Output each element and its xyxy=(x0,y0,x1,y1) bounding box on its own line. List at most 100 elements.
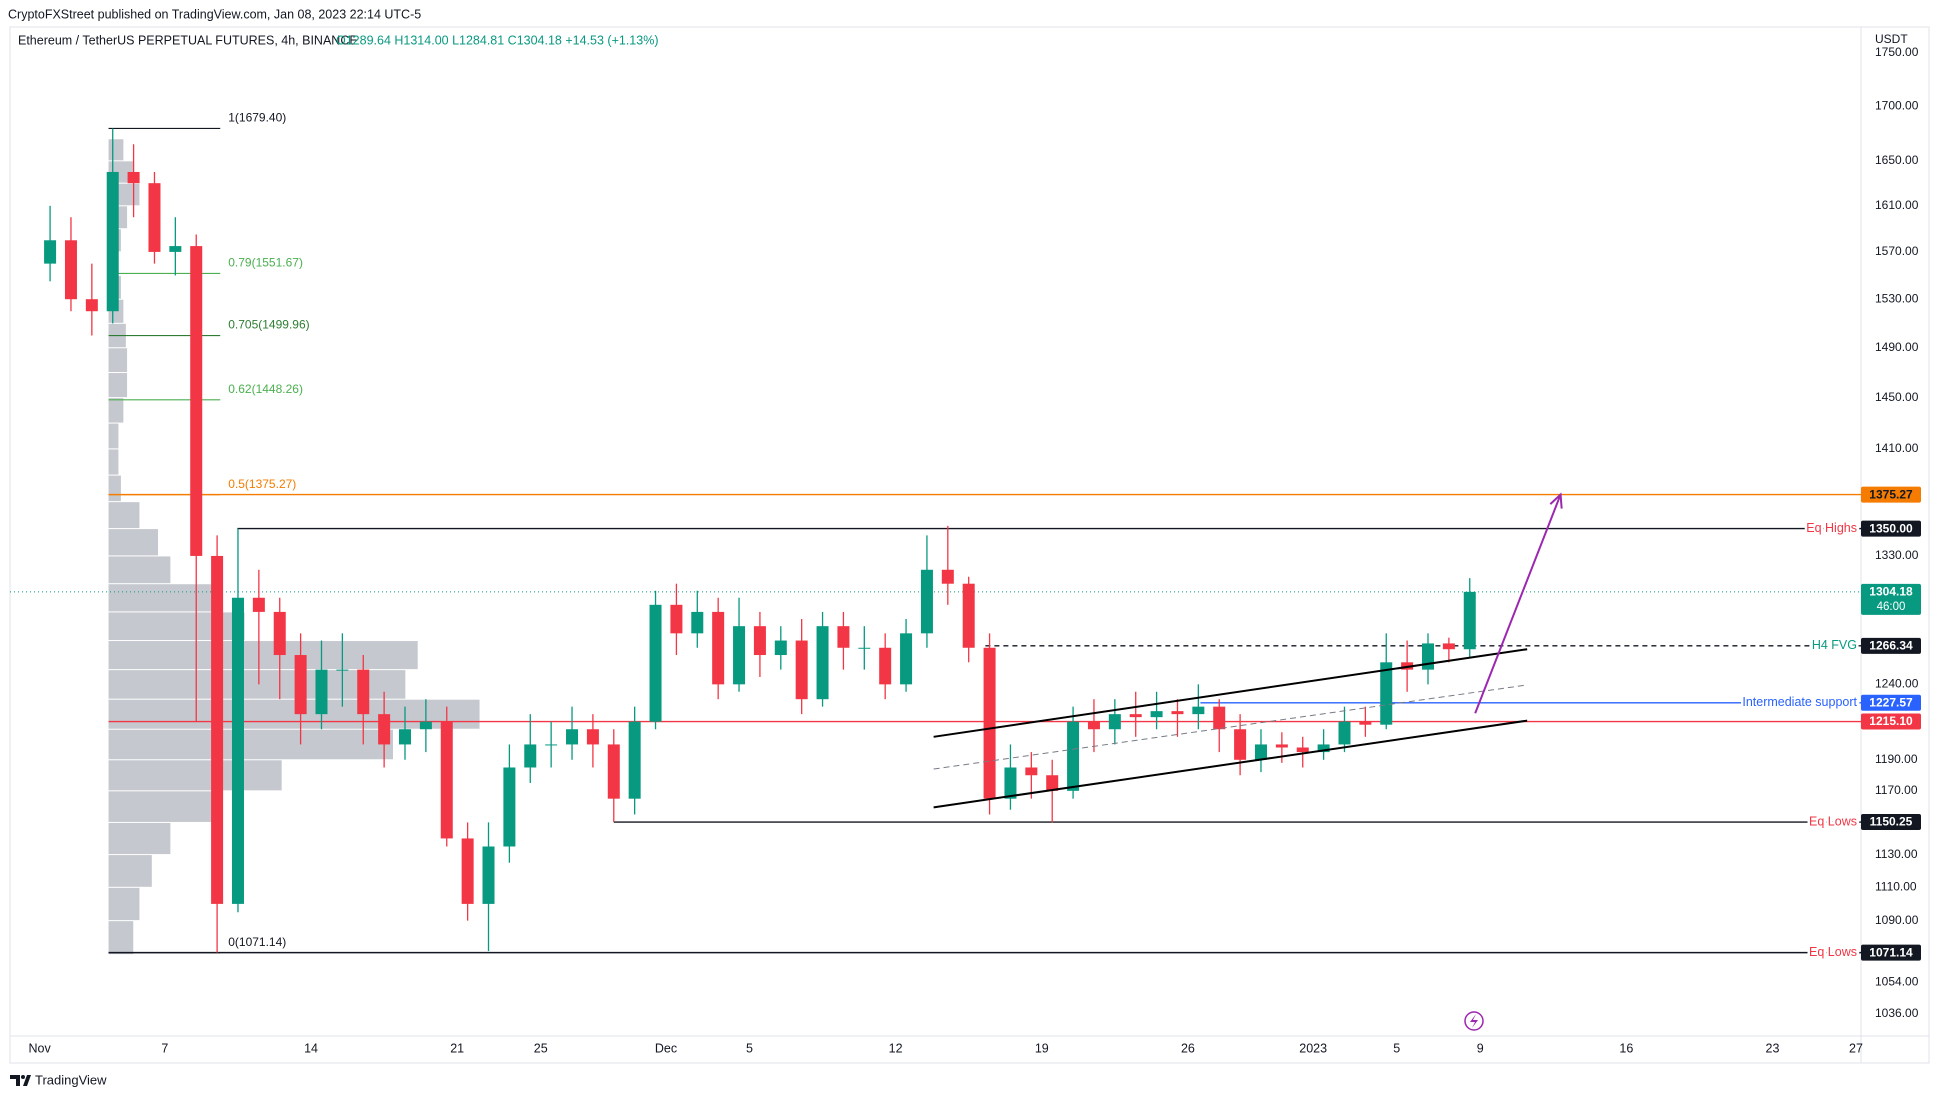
candle-body xyxy=(1192,706,1205,715)
replay-icon[interactable] xyxy=(1464,1011,1484,1031)
level-name: Eq Lows xyxy=(1809,945,1857,959)
candle-body xyxy=(586,729,599,745)
candle-body xyxy=(1213,706,1226,730)
x-tick-label: 5 xyxy=(746,1041,753,1055)
y-tick-label: 1090.00 xyxy=(1875,913,1919,927)
x-tick-label: Nov xyxy=(29,1041,52,1055)
y-tick-label: 1700.00 xyxy=(1875,98,1919,112)
candle-body xyxy=(941,569,954,584)
candle-body xyxy=(545,744,558,746)
symbol: Ethereum / TetherUS PERPETUAL FUTURES, 4… xyxy=(18,33,358,47)
price-tag-label: 1227.57 xyxy=(1869,695,1913,709)
price-tag-label: 1150.25 xyxy=(1870,815,1913,829)
candle-body xyxy=(691,611,704,634)
candle-body xyxy=(900,633,913,685)
candle-body xyxy=(482,846,495,904)
candle-body xyxy=(1171,711,1184,715)
x-tick-label: 7 xyxy=(161,1041,168,1055)
ohlc: O1289.64 H1314.00 L1284.81 C1304.18 +14.… xyxy=(336,33,658,47)
volume-profile-bar xyxy=(108,584,220,612)
candle-body xyxy=(733,626,746,685)
y-tick-label: 1036.00 xyxy=(1875,1006,1919,1020)
candle-body xyxy=(1004,767,1017,799)
candle-body xyxy=(378,714,391,745)
x-tick-label: 9 xyxy=(1477,1041,1484,1055)
candle-body xyxy=(774,640,787,656)
volume-profile-bar xyxy=(108,855,152,887)
channel-line xyxy=(933,648,1528,738)
y-tick-label: 1054.00 xyxy=(1875,974,1919,988)
candle-body xyxy=(628,721,641,799)
candle-body xyxy=(85,299,98,312)
x-tick-label: 23 xyxy=(1766,1041,1780,1055)
y-axis-label: USDT xyxy=(1875,32,1908,46)
candle-body xyxy=(1317,744,1330,753)
volume-profile-bar xyxy=(108,729,393,760)
price-tag xyxy=(1861,694,1921,711)
tradingview-logo xyxy=(10,1075,31,1086)
candle-body xyxy=(1275,744,1288,748)
x-tick-label: 14 xyxy=(304,1041,318,1055)
x-tick-label: 2023 xyxy=(1299,1041,1327,1055)
y-tick-label: 1190.00 xyxy=(1875,752,1918,766)
candle-body xyxy=(231,597,244,904)
volume-profile-bar xyxy=(108,139,124,161)
volume-profile-bar xyxy=(108,398,124,423)
candle-body xyxy=(1234,729,1247,760)
countdown: 46:00 xyxy=(1877,601,1906,613)
candle-body xyxy=(795,640,808,700)
candle-body xyxy=(962,583,975,648)
candle-body xyxy=(1380,662,1393,725)
candle-body xyxy=(524,744,537,768)
candle-body xyxy=(148,183,161,252)
x-tick-label: Dec xyxy=(655,1041,677,1055)
y-tick-label: 1530.00 xyxy=(1875,291,1919,305)
chart-frame xyxy=(9,26,1930,1064)
candle-body xyxy=(336,669,349,671)
volume-profile-bar xyxy=(108,373,128,398)
candle-body xyxy=(1046,775,1059,791)
volume-profile-bar xyxy=(108,641,418,670)
volume-profile-bar xyxy=(108,423,119,449)
x-tick-label: 5 xyxy=(1393,1041,1400,1055)
projection-arrowhead xyxy=(1549,492,1563,509)
candle-body xyxy=(1422,643,1435,670)
x-tick-label: 26 xyxy=(1181,1041,1195,1055)
candle-body xyxy=(1463,591,1476,650)
y-tick-label: 1610.00 xyxy=(1875,198,1919,212)
price-tag xyxy=(1861,713,1921,730)
price-tag-label: 1266.34 xyxy=(1869,638,1913,652)
volume-profile-bar xyxy=(108,556,171,584)
fib-label: 0.79(1551.67) xyxy=(228,256,303,270)
x-tick-label: 12 xyxy=(889,1041,903,1055)
y-tick-label: 1410.00 xyxy=(1875,441,1919,455)
y-tick-label: 1170.00 xyxy=(1875,783,1918,797)
candle-body xyxy=(816,626,829,700)
x-tick-label: 21 xyxy=(450,1041,464,1055)
candle-body xyxy=(1359,721,1372,725)
candle-body xyxy=(44,240,57,264)
y-tick-label: 1450.00 xyxy=(1875,390,1919,404)
last-price-label: 1304.18 xyxy=(1869,585,1913,599)
candle-body xyxy=(879,647,892,685)
candle-body xyxy=(1338,721,1351,745)
fib-label: 0(1071.14) xyxy=(228,935,286,949)
price-tag xyxy=(1861,520,1921,537)
volume-profile-bar xyxy=(108,612,245,641)
price-tag xyxy=(1861,814,1921,831)
channel-line xyxy=(933,719,1528,809)
volume-profile-bar xyxy=(108,760,282,791)
candle-body xyxy=(169,246,182,252)
candle-body xyxy=(106,171,119,312)
level-name: H4 FVG xyxy=(1812,638,1857,652)
candle-body xyxy=(920,569,933,634)
x-tick-label: 25 xyxy=(534,1041,548,1055)
candle-body xyxy=(252,597,265,612)
level-name: Eq Lows xyxy=(1809,814,1857,828)
candle-body xyxy=(440,721,453,839)
volume-profile-bar xyxy=(108,887,140,921)
candle-body xyxy=(1108,714,1121,730)
volume-profile-bar xyxy=(108,822,171,855)
